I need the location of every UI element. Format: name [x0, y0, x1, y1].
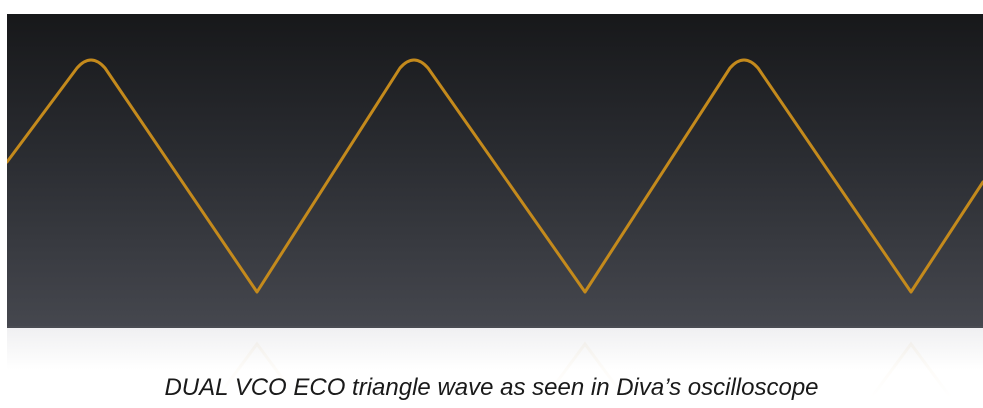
oscilloscope-trace: [7, 58, 983, 294]
scope-reflection: [7, 328, 983, 398]
oscilloscope-display: [7, 14, 983, 328]
reflection-fade: [7, 328, 983, 398]
figure-caption: DUAL VCO ECO triangle wave as seen in Di…: [164, 374, 819, 401]
triangle-wave-path: [7, 58, 983, 294]
